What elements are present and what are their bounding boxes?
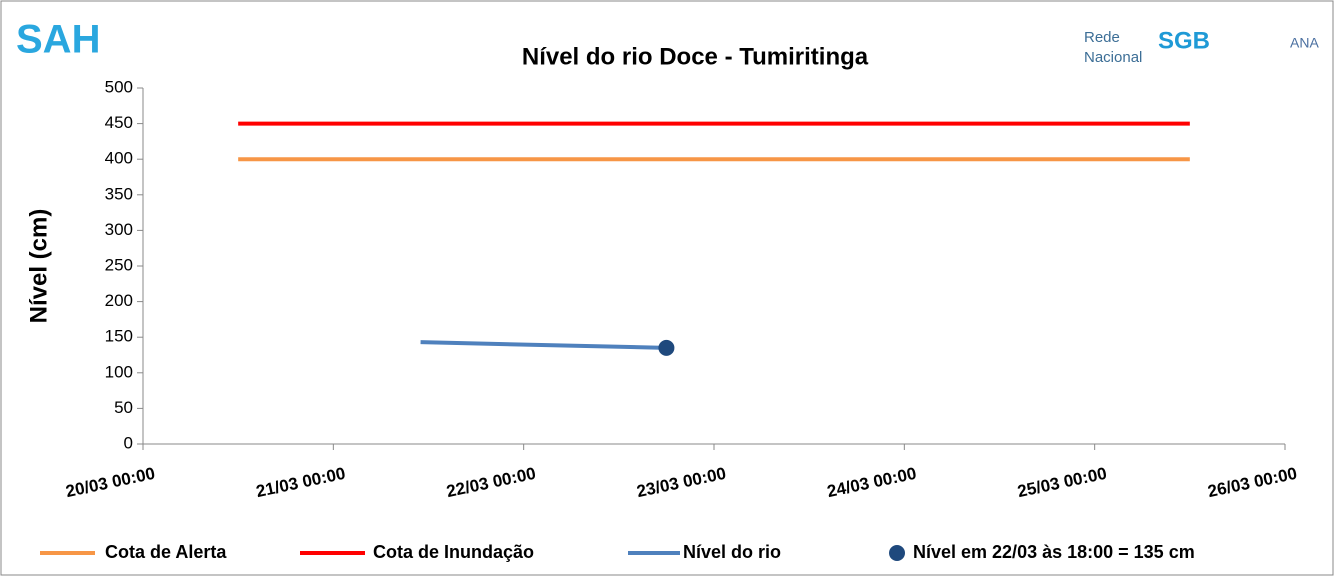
- logo-sgb: SGB: [1158, 27, 1210, 54]
- legend-label: Cota de Inundação: [373, 542, 534, 562]
- y-tick-label: 150: [105, 327, 133, 346]
- y-tick-label: 400: [105, 149, 133, 168]
- legend-label: Nível em 22/03 às 18:00 = 135 cm: [913, 542, 1195, 562]
- y-tick-label: 300: [105, 220, 133, 239]
- legend-marker: [889, 545, 905, 561]
- legend-label: Cota de Alerta: [105, 542, 227, 562]
- legend-label: Nível do rio: [683, 542, 781, 562]
- y-tick-label: 450: [105, 113, 133, 132]
- y-tick-label: 100: [105, 362, 133, 381]
- y-tick-label: 500: [105, 77, 133, 96]
- y-tick-label: 200: [105, 291, 133, 310]
- series-line: [420, 340, 667, 350]
- y-tick-label: 50: [114, 398, 133, 417]
- y-tick-label: 0: [124, 433, 133, 452]
- logo-sah: SAH: [16, 18, 100, 62]
- chart-title: Nível do rio Doce - Tumiritinga: [522, 43, 869, 70]
- y-tick-label: 350: [105, 184, 133, 203]
- logo-rede: Rede: [1084, 29, 1120, 46]
- y-axis-label: Nível (cm): [25, 209, 52, 324]
- logo-nacional: Nacional: [1084, 49, 1142, 66]
- y-tick-label: 250: [105, 255, 133, 274]
- logo-ana: ANA: [1290, 35, 1319, 51]
- data-point: [658, 339, 675, 356]
